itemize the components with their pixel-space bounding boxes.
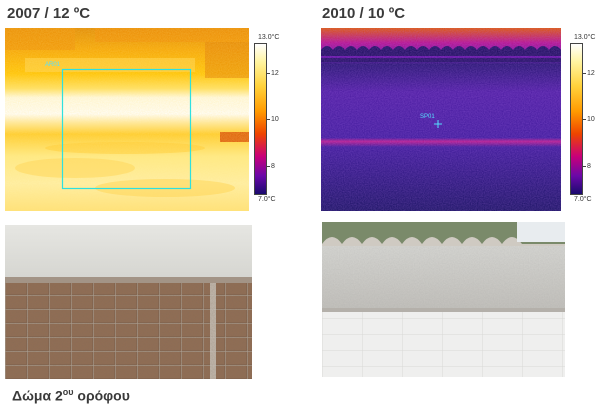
caption: Δώμα 2ου ορόφου <box>12 387 130 404</box>
thermal-image-2010-graphic <box>321 28 561 211</box>
caption-superscript: ου <box>62 387 74 397</box>
spot-label: SP01 <box>420 114 435 120</box>
scale-max-label: 13.0°C <box>574 34 596 41</box>
color-scale-bar <box>254 43 267 195</box>
spot-marker <box>434 120 442 128</box>
thermal-image-2007-graphic <box>5 28 249 211</box>
caption-text-before: Δώμα 2 <box>12 387 63 404</box>
roi-label: AR01 <box>45 62 61 68</box>
caption-text-after: ορόφου <box>73 387 130 404</box>
temperature-scale-left: 13.0°C 12 10 8 7.0°C <box>254 34 288 206</box>
left-panel-title: 2007 / 12 ºC <box>7 5 91 22</box>
temperature-scale-right: 13.0°C 12 10 8 7.0°C <box>570 34 606 206</box>
scale-tick: 12 <box>583 70 595 77</box>
terrace-photo-2007-graphic <box>5 225 252 379</box>
terrace-photo-2010 <box>322 222 565 377</box>
roi-rectangle <box>61 68 192 190</box>
color-scale-bar <box>570 43 583 195</box>
scale-max-label: 13.0°C <box>258 34 280 41</box>
terrace-photo-2010-graphic <box>322 222 565 377</box>
thermal-image-2007: AR01 <box>5 28 249 211</box>
terrace-photo-2007 <box>5 225 252 379</box>
scale-min-label: 7.0°C <box>574 196 592 203</box>
scale-tick: 12 <box>267 70 279 77</box>
thermal-image-2010: SP01 <box>321 28 561 211</box>
scale-min-label: 7.0°C <box>258 196 276 203</box>
scale-tick: 10 <box>267 116 279 123</box>
scale-tick: 8 <box>583 163 591 170</box>
right-panel-title: 2010 / 10 ºC <box>322 5 406 22</box>
scale-tick: 8 <box>267 163 275 170</box>
scale-tick: 10 <box>583 116 595 123</box>
